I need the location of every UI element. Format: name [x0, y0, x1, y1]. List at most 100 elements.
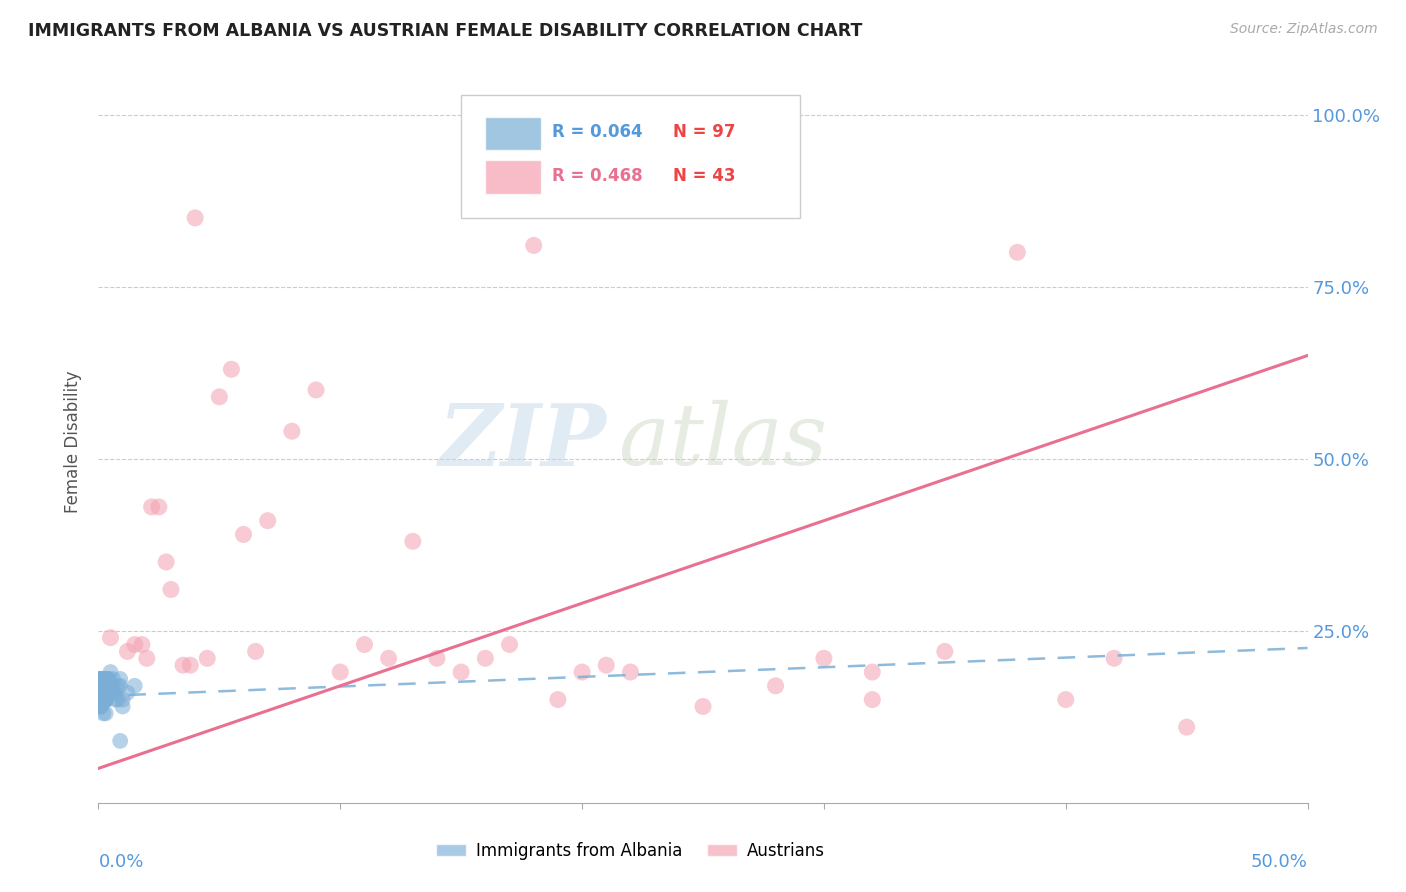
- Point: [104, 692, 127, 706]
- Point: [94, 679, 117, 693]
- Point: [91, 686, 114, 700]
- Point: [91, 692, 114, 706]
- Point: [523, 238, 546, 252]
- Point: [91, 672, 114, 686]
- Point: [329, 665, 352, 679]
- Point: [97, 672, 120, 686]
- Point: [90, 692, 112, 706]
- Point: [91, 692, 114, 706]
- Point: [91, 686, 114, 700]
- Point: [97, 686, 120, 700]
- Point: [232, 527, 254, 541]
- FancyBboxPatch shape: [461, 95, 800, 218]
- Point: [353, 638, 375, 652]
- Text: ZIP: ZIP: [439, 400, 606, 483]
- FancyBboxPatch shape: [485, 117, 541, 151]
- Point: [94, 692, 117, 706]
- Point: [101, 686, 124, 700]
- Point: [474, 651, 496, 665]
- Text: 50.0%: 50.0%: [1251, 854, 1308, 871]
- Point: [90, 686, 112, 700]
- Point: [94, 692, 117, 706]
- Text: N = 43: N = 43: [672, 167, 735, 185]
- Point: [90, 686, 112, 700]
- Point: [208, 390, 231, 404]
- Point: [97, 672, 120, 686]
- Point: [94, 692, 117, 706]
- Point: [90, 679, 112, 693]
- Point: [100, 665, 122, 679]
- Point: [91, 672, 114, 686]
- Point: [245, 644, 267, 658]
- Point: [107, 692, 129, 706]
- Point: [124, 679, 146, 693]
- Point: [195, 651, 218, 665]
- Point: [90, 686, 112, 700]
- Point: [97, 686, 120, 700]
- Point: [94, 692, 117, 706]
- Point: [91, 672, 114, 686]
- Point: [100, 631, 122, 645]
- Point: [1007, 245, 1029, 260]
- Point: [108, 734, 131, 748]
- Point: [860, 665, 883, 679]
- Point: [94, 672, 117, 686]
- Point: [90, 679, 112, 693]
- Point: [256, 514, 278, 528]
- Point: [91, 679, 114, 693]
- Point: [91, 692, 114, 706]
- Point: [108, 679, 131, 693]
- Point: [179, 658, 201, 673]
- Text: R = 0.064: R = 0.064: [551, 123, 643, 141]
- Point: [281, 424, 304, 438]
- Point: [111, 692, 134, 706]
- Point: [117, 644, 139, 658]
- Point: [595, 658, 617, 673]
- Point: [124, 638, 146, 652]
- Point: [91, 692, 114, 706]
- Point: [94, 679, 117, 693]
- Point: [813, 651, 835, 665]
- Point: [135, 651, 157, 665]
- Point: [90, 672, 112, 686]
- Point: [498, 638, 520, 652]
- Point: [94, 686, 117, 700]
- Point: [91, 706, 114, 721]
- Point: [547, 692, 569, 706]
- Point: [90, 686, 112, 700]
- Point: [94, 692, 117, 706]
- Text: 0.0%: 0.0%: [98, 854, 143, 871]
- Point: [141, 500, 163, 514]
- Point: [90, 679, 112, 693]
- Point: [101, 679, 124, 693]
- Point: [107, 679, 129, 693]
- Point: [305, 383, 328, 397]
- Point: [91, 679, 114, 693]
- Point: [94, 692, 117, 706]
- Text: IMMIGRANTS FROM ALBANIA VS AUSTRIAN FEMALE DISABILITY CORRELATION CHART: IMMIGRANTS FROM ALBANIA VS AUSTRIAN FEMA…: [28, 22, 862, 40]
- Point: [90, 672, 112, 686]
- Point: [90, 672, 112, 686]
- Point: [91, 672, 114, 686]
- Point: [90, 686, 112, 700]
- Point: [91, 692, 114, 706]
- Point: [90, 686, 112, 700]
- Point: [1054, 692, 1077, 706]
- Point: [104, 686, 127, 700]
- Point: [765, 679, 787, 693]
- Point: [90, 686, 112, 700]
- Point: [94, 686, 117, 700]
- Point: [426, 651, 449, 665]
- Point: [94, 692, 117, 706]
- Point: [97, 686, 120, 700]
- Point: [97, 686, 120, 700]
- Point: [90, 679, 112, 693]
- Point: [117, 686, 139, 700]
- Point: [91, 679, 114, 693]
- Point: [94, 692, 117, 706]
- Point: [91, 672, 114, 686]
- Point: [91, 686, 114, 700]
- Point: [148, 500, 170, 514]
- Point: [97, 686, 120, 700]
- Point: [94, 706, 117, 721]
